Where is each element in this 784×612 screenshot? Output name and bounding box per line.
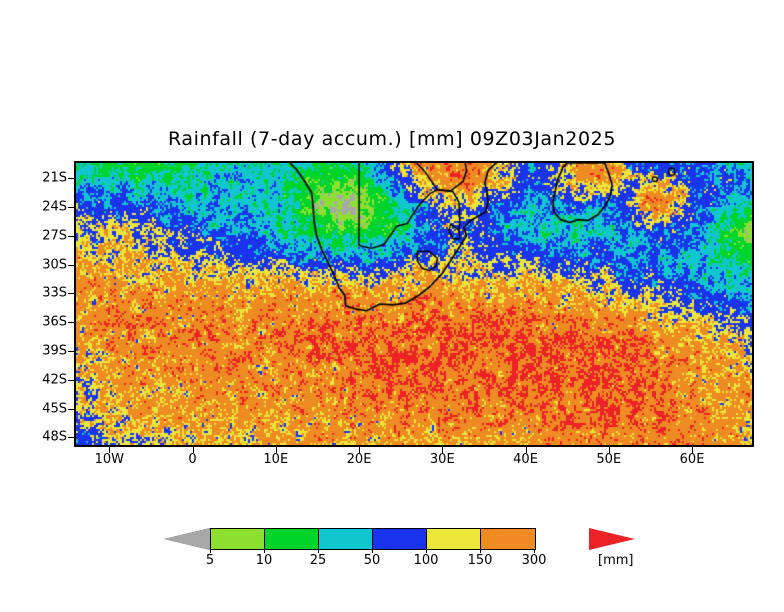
x-tick-mark	[275, 447, 277, 453]
y-axis-tick-label: 33S	[42, 285, 67, 301]
y-axis-tick-label: 45S	[42, 401, 67, 417]
colorbar-high-extend-arrow	[589, 528, 635, 550]
x-tick-mark	[359, 447, 361, 453]
y-tick-mark	[68, 351, 74, 352]
x-axis-tick-label: 0	[188, 452, 197, 467]
map-plot-area[interactable]	[74, 161, 754, 447]
x-axis-tick-label: 20E	[346, 452, 372, 467]
y-tick-mark	[68, 293, 74, 295]
x-axis-tick-label: 10E	[263, 452, 289, 467]
colorbar-tick	[426, 549, 427, 553]
y-axis-tick-label: 48S	[42, 429, 67, 445]
colorbar-level-label: 300	[521, 553, 547, 568]
colorbar-low-extend-arrow	[164, 528, 210, 550]
y-tick-mark	[68, 408, 74, 410]
colorbar-tick	[372, 549, 373, 553]
y-tick-mark	[68, 235, 74, 237]
x-axis-tick-label: 10W	[94, 452, 124, 467]
x-tick-mark	[608, 447, 610, 453]
colorbar[interactable]: 5 10 25 50 100 150 300 [mm]	[160, 526, 640, 576]
x-tick-mark	[692, 447, 694, 453]
y-axis-tick-label: 21S	[42, 170, 67, 186]
x-axis-tick-label: 30E	[429, 452, 455, 467]
colorbar-level-label: 100	[413, 553, 439, 568]
y-axis-tick-label: 27S	[42, 228, 67, 244]
colorbar-tick	[480, 549, 481, 553]
colorbar-tick	[210, 549, 211, 553]
colorbar-swatch[interactable]	[265, 529, 319, 549]
colorbar-level-label: 10	[255, 553, 273, 568]
x-tick-mark	[192, 447, 194, 453]
rainfall-raster	[76, 163, 752, 445]
colorbar-tick	[264, 549, 265, 553]
colorbar-swatch[interactable]	[211, 529, 265, 549]
colorbar-level-label: 5	[205, 553, 215, 568]
colorbar-level-label: 50	[363, 553, 381, 568]
y-axis-tick-label: 36S	[42, 314, 67, 330]
colorbar-tick	[534, 549, 535, 553]
x-axis-tick-label: 60E	[679, 452, 705, 467]
x-tick-mark	[442, 447, 444, 453]
page-title: Rainfall (7-day accum.) [mm] 09Z03Jan202…	[167, 128, 617, 150]
y-axis-tick-label: 42S	[42, 372, 67, 388]
y-tick-mark	[68, 264, 74, 266]
x-tick-mark	[525, 447, 527, 453]
colorbar-swatch[interactable]	[427, 529, 481, 549]
colorbar-tick	[318, 549, 319, 553]
colorbar-level-label: 150	[467, 553, 493, 568]
colorbar-level-label: 25	[309, 553, 327, 568]
x-tick-mark	[109, 447, 111, 453]
y-tick-mark	[68, 322, 74, 324]
x-axis-tick-label: 40E	[513, 452, 538, 467]
y-tick-mark	[68, 207, 74, 209]
y-tick-mark	[68, 178, 74, 180]
y-tick-mark	[68, 379, 74, 381]
y-axis-tick-label: 30S	[42, 257, 67, 273]
y-tick-mark	[68, 437, 74, 439]
y-axis-tick-label: 24S	[42, 199, 67, 215]
colorbar-swatches[interactable]	[210, 528, 536, 550]
x-axis-tick-label: 50E	[596, 452, 622, 467]
colorbar-swatch[interactable]	[373, 529, 427, 549]
colorbar-swatch[interactable]	[481, 529, 535, 549]
y-axis-tick-label: 39S	[42, 343, 67, 359]
colorbar-unit-label: [mm]	[598, 553, 634, 568]
colorbar-swatch[interactable]	[319, 529, 373, 549]
